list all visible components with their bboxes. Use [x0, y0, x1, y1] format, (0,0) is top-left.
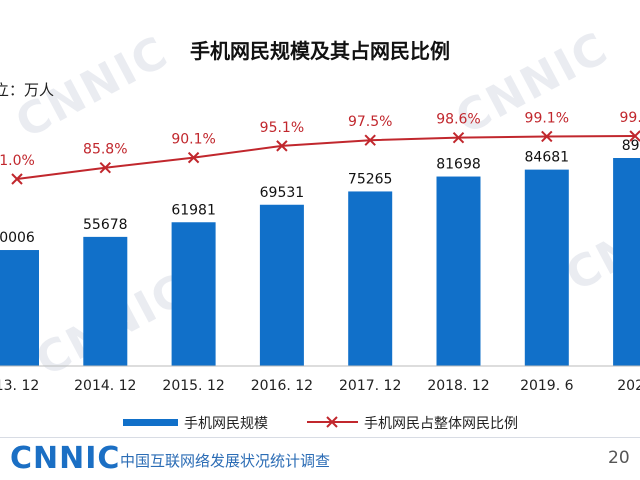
bar-value-label: 75265	[348, 171, 393, 187]
bar	[613, 158, 640, 366]
x-tick-label: 2020	[617, 378, 640, 394]
ratio-point	[11, 173, 23, 185]
ratio-point	[364, 134, 376, 146]
x-tick-label: 2015. 12	[162, 378, 224, 394]
cnnic-logo: CNNIC	[10, 441, 121, 476]
ratio-point	[276, 140, 288, 152]
ratio-point	[541, 130, 553, 143]
footer-year: 20	[608, 448, 630, 468]
bar-value-label: 81698	[436, 157, 481, 173]
ratio-value-label: 95.1%	[260, 120, 304, 136]
ratio-value-label: 90.1%	[171, 132, 215, 148]
x-tick-label: 2019. 6	[520, 378, 574, 394]
ratio-value-label: 97.5%	[348, 114, 392, 130]
bar-value-label: 896	[622, 138, 640, 154]
bar-value-label: 84681	[525, 150, 570, 166]
ratio-point	[187, 151, 200, 164]
ratio-value-label: 98.6%	[436, 112, 480, 128]
bar-value-label: 69531	[260, 185, 305, 201]
x-tick-label: 2014. 12	[74, 378, 136, 394]
legend-bar-label: 手机网民规模	[184, 416, 268, 432]
x-tick-label: 13. 12	[0, 378, 39, 394]
x-tick-label: 2016. 12	[251, 378, 313, 394]
bar-value-label: 61981	[171, 202, 216, 218]
bar	[524, 169, 569, 366]
bar	[259, 204, 304, 366]
bar	[348, 191, 393, 366]
x-tick-label: 2017. 12	[339, 378, 401, 394]
ratio-value-label: 99.1%	[525, 110, 569, 126]
chart-title: 手机网民规模及其占网民比例	[190, 39, 450, 63]
ratio-value-label: 99.3	[620, 110, 640, 126]
ratio-point	[629, 130, 640, 142]
ratio-series-line	[16, 135, 636, 180]
bar	[83, 236, 128, 366]
bar	[0, 250, 39, 366]
bar-value-label: 55678	[83, 217, 128, 233]
footer-divider	[0, 437, 640, 438]
unit-label: 立：万人	[0, 81, 54, 99]
bar-value-label: 0006	[0, 230, 35, 246]
ratio-point	[99, 162, 112, 174]
chart: 手机网民规模及其占网民比例 立：万人 0006 55678 61981 69531 75…	[0, 39, 640, 432]
ratio-value-label: 85.8%	[83, 142, 127, 158]
x-tick-label: 2018. 12	[427, 378, 489, 394]
bar	[171, 222, 216, 366]
legend-line-label: 手机网民占整体网民比例	[364, 416, 518, 432]
legend-bar-swatch	[123, 419, 178, 426]
ratio-point	[452, 131, 465, 144]
legend-line-marker	[326, 416, 338, 428]
footer-org-name: 中国互联网络发展状况统计调查	[120, 452, 331, 470]
bar	[436, 176, 481, 366]
ratio-value-label: 1.0%	[0, 153, 35, 169]
